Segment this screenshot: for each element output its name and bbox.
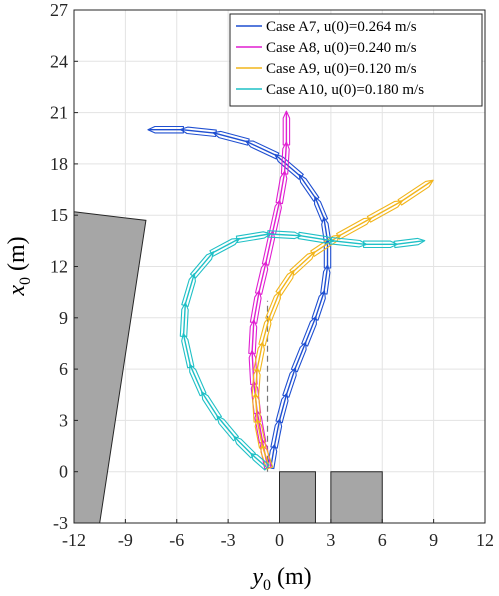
hull-2-1 [254,418,267,449]
legend-box [229,13,483,107]
x-tick-label-1: -9 [118,530,133,550]
hull-3-11 [267,230,303,240]
hull-3-3 [201,391,222,421]
series-line-2 [254,180,433,467]
series-line-0 [149,128,329,467]
hull-3-2 [216,415,239,442]
hull-0-3 [282,367,297,398]
y-tick-label-0: -3 [53,513,68,533]
hull-1-1 [254,409,267,444]
hull-2-7 [275,269,295,296]
y-tick-label-9: 24 [50,51,68,71]
x-tick-label-5: 3 [326,530,335,550]
series-line-3 [182,233,424,468]
y-tick-label-10: 27 [50,0,68,20]
hull-1-5 [249,290,262,324]
legend-label-1: Case A8, u(0)=0.240 m/s [266,40,417,56]
hull-3-15 [393,237,426,249]
hull-2-3 [251,367,261,398]
obstacles [73,211,383,524]
x-tick-label-2: -6 [169,530,184,550]
hull-3-7 [181,273,196,308]
hull-3-1 [233,435,256,459]
y-axis-label: x0 (m) [4,236,34,296]
hull-0-16 [147,125,184,134]
y-tick-label-5: 12 [50,257,68,277]
hull-2-12 [397,179,434,206]
x-tick-label-4: 0 [275,530,284,550]
x-tick-label-3: -3 [221,530,236,550]
hull-2-5 [258,315,272,347]
y-tick-label-8: 21 [50,103,68,123]
y-tick-label-6: 15 [50,205,68,225]
hull-3-4 [189,363,207,397]
hull-2-8 [289,251,316,276]
x-tick-label-8: 12 [476,530,494,550]
x-tick-label-0: -12 [62,530,86,550]
hull-0-1 [270,418,283,449]
obstacle-1 [279,471,316,524]
legend: Case A7, u(0)=0.264 m/s Case A8, u(0)=0.2… [229,13,483,107]
tick-labels: -12 -9 -6 -3 0 3 6 9 12 -3 0 3 6 9 12 15 18 21 24 27 [50,0,494,550]
y-tick-label-3: 6 [59,359,68,379]
hull-1-11 [282,110,291,146]
hull-3-5 [181,332,195,369]
series-layer [147,110,434,472]
x-tick-label-6: 6 [378,530,387,550]
obstacle-2 [330,471,383,524]
legend-label-0: Case A7, u(0)=0.264 m/s [266,19,417,35]
hull-3-10 [235,231,272,244]
hull-3-9 [209,237,241,257]
legend-label-2: Case A9, u(0)=0.120 m/s [266,61,417,77]
x-axis-label: y0 (m) [250,564,311,594]
hull-2-4 [253,341,265,372]
hull-2-6 [265,290,281,321]
hull-3-6 [179,302,189,338]
y-tick-label-4: 9 [59,308,68,328]
series-3 [179,230,426,471]
hull-3-8 [189,251,215,279]
hull-2-2 [252,392,262,423]
y-tick-label-7: 18 [50,154,68,174]
y-tick-label-1: 0 [59,462,68,482]
x-tick-label-7: 9 [429,530,438,550]
y-tick-label-2: 3 [59,410,68,430]
legend-label-3: Case A10, u(0)=0.180 m/s [266,82,424,98]
plot-frame [73,9,486,524]
hull-1-4 [248,319,258,355]
